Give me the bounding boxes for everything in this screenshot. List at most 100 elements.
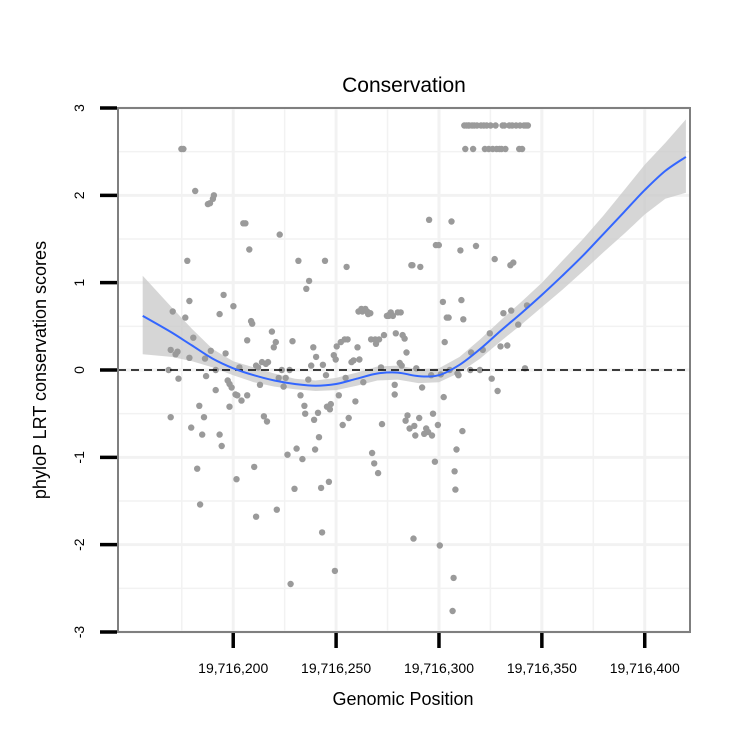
data-point <box>368 449 376 457</box>
data-point <box>194 465 201 472</box>
data-point <box>439 298 447 306</box>
data-point <box>377 364 385 371</box>
data-point <box>391 391 398 398</box>
data-point <box>380 331 388 339</box>
data-point <box>244 337 251 344</box>
data-point <box>488 375 495 382</box>
data-point <box>246 246 253 253</box>
data-point <box>287 580 294 588</box>
data-point <box>462 145 469 153</box>
data-point <box>322 372 330 379</box>
data-point <box>403 349 410 356</box>
y-tick-label: 2 <box>71 191 87 199</box>
data-point <box>508 307 515 314</box>
data-point <box>406 425 413 432</box>
data-point <box>327 400 334 408</box>
data-point <box>272 338 279 346</box>
data-point <box>310 344 317 351</box>
data-point <box>332 356 339 363</box>
data-point <box>167 346 174 354</box>
data-point <box>312 353 320 361</box>
data-point <box>256 381 264 388</box>
data-point <box>169 308 176 315</box>
x-axis-title: Genomic Position <box>332 689 473 709</box>
data-point <box>280 383 287 390</box>
data-point <box>263 418 271 425</box>
data-point <box>401 335 408 342</box>
data-point <box>460 316 467 323</box>
data-point <box>335 392 342 399</box>
data-point <box>371 460 378 467</box>
y-tick-label: -3 <box>71 626 87 639</box>
data-point <box>455 372 462 379</box>
data-point <box>441 338 448 346</box>
data-point <box>317 484 325 492</box>
data-point <box>318 529 326 536</box>
data-point <box>242 220 249 227</box>
loess-smooth-line <box>142 156 687 387</box>
data-point <box>273 506 280 513</box>
y-tick-label: -2 <box>71 538 87 551</box>
data-point <box>297 392 304 399</box>
data-point <box>411 422 418 430</box>
data-point <box>275 374 282 382</box>
data-point <box>504 342 511 349</box>
data-point <box>192 187 199 195</box>
data-points <box>165 122 532 615</box>
data-point <box>515 321 522 328</box>
data-point <box>397 309 404 316</box>
data-point <box>402 417 409 424</box>
data-point <box>518 145 526 153</box>
data-point <box>230 303 237 310</box>
data-point <box>469 145 477 153</box>
x-tick-label: 19,716,300 <box>404 660 474 676</box>
data-point <box>431 458 439 465</box>
data-point <box>435 241 442 249</box>
data-point <box>345 414 352 422</box>
data-point <box>184 257 191 264</box>
data-point <box>268 328 276 335</box>
data-point <box>244 392 251 399</box>
data-point <box>314 409 322 416</box>
data-point <box>254 364 262 371</box>
data-point <box>174 348 181 355</box>
data-point <box>315 434 323 441</box>
data-point <box>404 412 411 419</box>
data-point <box>293 445 300 452</box>
data-point <box>333 343 340 350</box>
data-point <box>457 247 464 254</box>
data-point <box>216 431 223 438</box>
x-tick-label: 19,716,200 <box>198 660 268 676</box>
data-point <box>233 476 240 483</box>
data-point <box>378 420 386 428</box>
data-point <box>326 406 334 413</box>
data-point <box>450 574 457 582</box>
data-point <box>264 358 272 366</box>
data-point <box>284 451 291 458</box>
data-point <box>392 330 399 337</box>
data-point <box>276 231 283 238</box>
data-point <box>196 501 204 508</box>
data-point <box>226 403 233 410</box>
data-point <box>398 362 405 369</box>
data-point <box>216 310 223 318</box>
data-point <box>325 478 333 485</box>
data-point <box>220 291 227 299</box>
data-point <box>524 122 532 129</box>
data-point <box>458 296 465 304</box>
data-point <box>472 242 480 250</box>
data-point <box>429 410 437 417</box>
x-tick-label: 19,716,250 <box>301 660 371 676</box>
data-point <box>282 374 289 382</box>
data-point <box>207 347 214 354</box>
data-point <box>412 432 419 439</box>
data-point <box>491 255 498 263</box>
data-point <box>249 320 256 327</box>
y-tick-label: 1 <box>71 279 87 287</box>
data-point <box>234 392 241 399</box>
data-point <box>486 330 493 337</box>
data-point <box>200 414 208 421</box>
y-axis-title: phyloP LRT conservation scores <box>30 241 50 499</box>
data-point <box>260 413 268 420</box>
data-point <box>188 424 195 431</box>
